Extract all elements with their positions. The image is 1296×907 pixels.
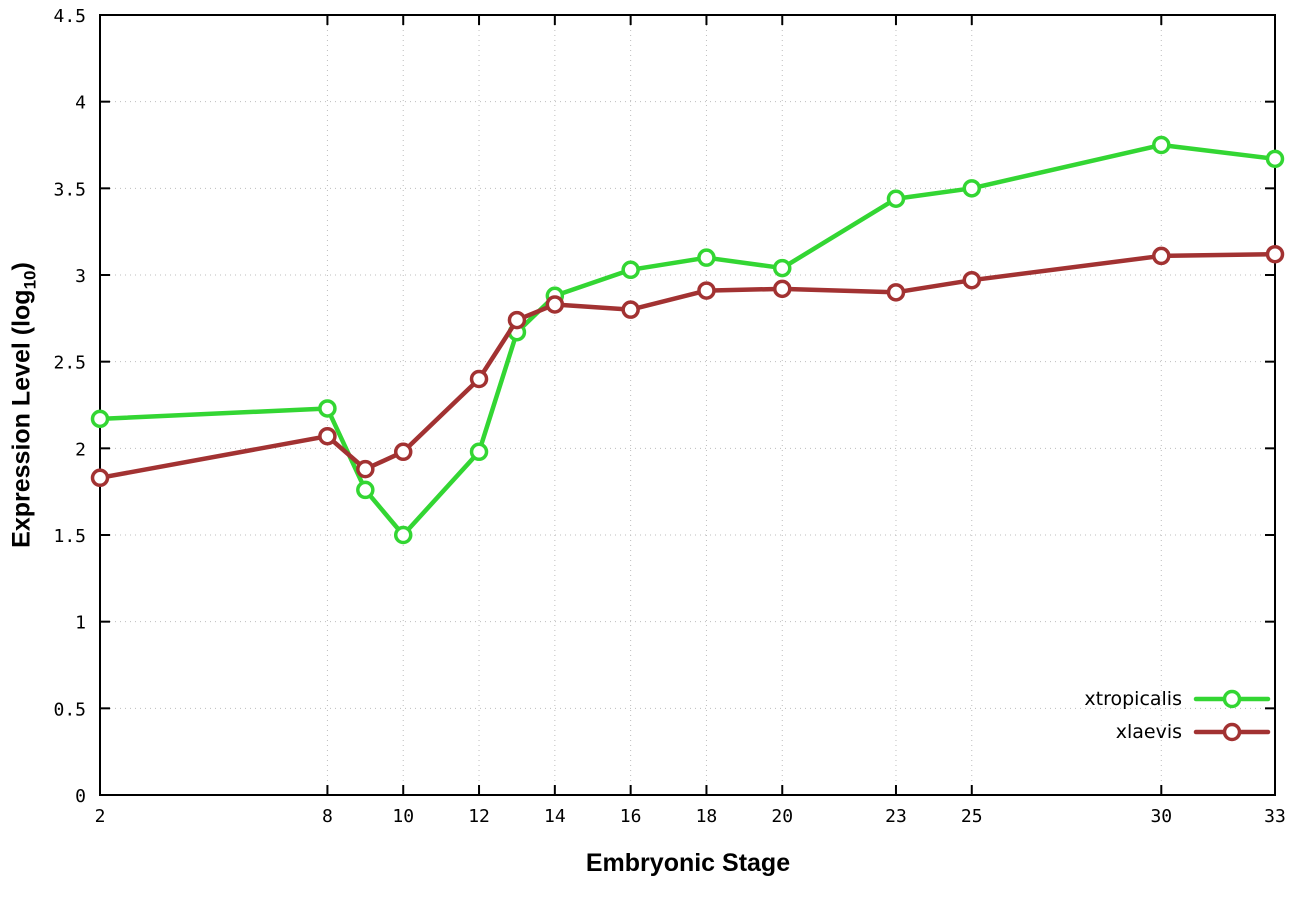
y-axis-label-text: Expression Level (log [7, 289, 36, 548]
x-tick-label: 25 [961, 806, 983, 827]
data-point-xtropicalis [1152, 135, 1171, 155]
data-point-xtropicalis [773, 258, 792, 278]
series-line-xtropicalis [97, 142, 1278, 538]
data-point-xlaevis [773, 279, 792, 299]
data-point-xlaevis [90, 468, 110, 488]
data-point-xtropicalis [90, 409, 110, 429]
data-point-xlaevis [469, 369, 489, 389]
x-tick-label: 2 [95, 806, 106, 827]
y-tick-label: 3.5 [53, 179, 86, 200]
data-point-xlaevis [1152, 246, 1171, 266]
plot-border [99, 14, 1276, 796]
y-tick-label: 2.5 [53, 353, 86, 374]
x-tick-label: 14 [544, 806, 566, 827]
legend: xtropicalis xlaevis [1084, 686, 1272, 745]
y-tick-label: 2 [75, 439, 86, 460]
data-point-xtropicalis [1265, 149, 1285, 169]
legend-entry-xlaevis: xlaevis [1116, 719, 1272, 745]
data-point-xtropicalis [962, 179, 982, 198]
data-point-xtropicalis [318, 399, 337, 418]
y-axis-label-subscript: 10 [20, 270, 40, 290]
x-tick-label: 10 [392, 806, 414, 827]
data-point-xtropicalis [356, 480, 375, 500]
x-tick-label: 8 [322, 806, 333, 827]
y-tick-label: 3 [75, 266, 86, 287]
x-tick-label: 12 [468, 806, 490, 827]
y-tick-label: 0 [75, 786, 86, 807]
y-tick-label: 1 [75, 613, 86, 634]
x-tick-label: 16 [620, 806, 642, 827]
data-point-xlaevis [356, 459, 375, 479]
data-point-xtropicalis [697, 248, 716, 267]
legend-entry-xtropicalis: xtropicalis [1084, 686, 1272, 712]
data-point-xlaevis [1265, 244, 1285, 264]
data-point-xlaevis [697, 281, 716, 300]
legend-label-xtropicalis: xtropicalis [1084, 688, 1182, 710]
data-point-xtropicalis [393, 525, 413, 545]
x-axis-label: Embryonic Stage [585, 849, 791, 877]
data-point-xlaevis [962, 270, 982, 290]
data-point-xtropicalis [886, 189, 906, 208]
x-tick-label: 30 [1150, 806, 1172, 827]
legend-marker-icon [1193, 689, 1271, 709]
x-tick-label: 23 [885, 806, 907, 827]
series-line-xlaevis [97, 251, 1278, 481]
legend-label-xlaevis: xlaevis [1115, 721, 1182, 743]
y-tick-label: 4 [75, 93, 86, 114]
data-point-xlaevis [545, 295, 565, 314]
y-tick-label: 0.5 [53, 699, 86, 720]
data-point-xlaevis [393, 442, 413, 462]
y-axis-label-suffix: ) [7, 262, 36, 271]
data-point-xlaevis [621, 300, 640, 319]
data-point-xlaevis [886, 283, 906, 302]
x-tick-label: 20 [771, 806, 793, 827]
x-tick-label: 18 [696, 806, 718, 827]
data-point-xtropicalis [469, 442, 489, 462]
data-point-xtropicalis [621, 260, 640, 280]
x-tick-label: 33 [1264, 806, 1286, 827]
data-point-xlaevis [507, 310, 527, 330]
data-point-xlaevis [318, 426, 337, 446]
y-axis-label: Expression Level (log10) [8, 262, 41, 548]
y-tick-label: 4.5 [53, 6, 86, 27]
legend-marker-icon [1193, 722, 1271, 742]
y-tick-label: 1.5 [53, 526, 86, 547]
